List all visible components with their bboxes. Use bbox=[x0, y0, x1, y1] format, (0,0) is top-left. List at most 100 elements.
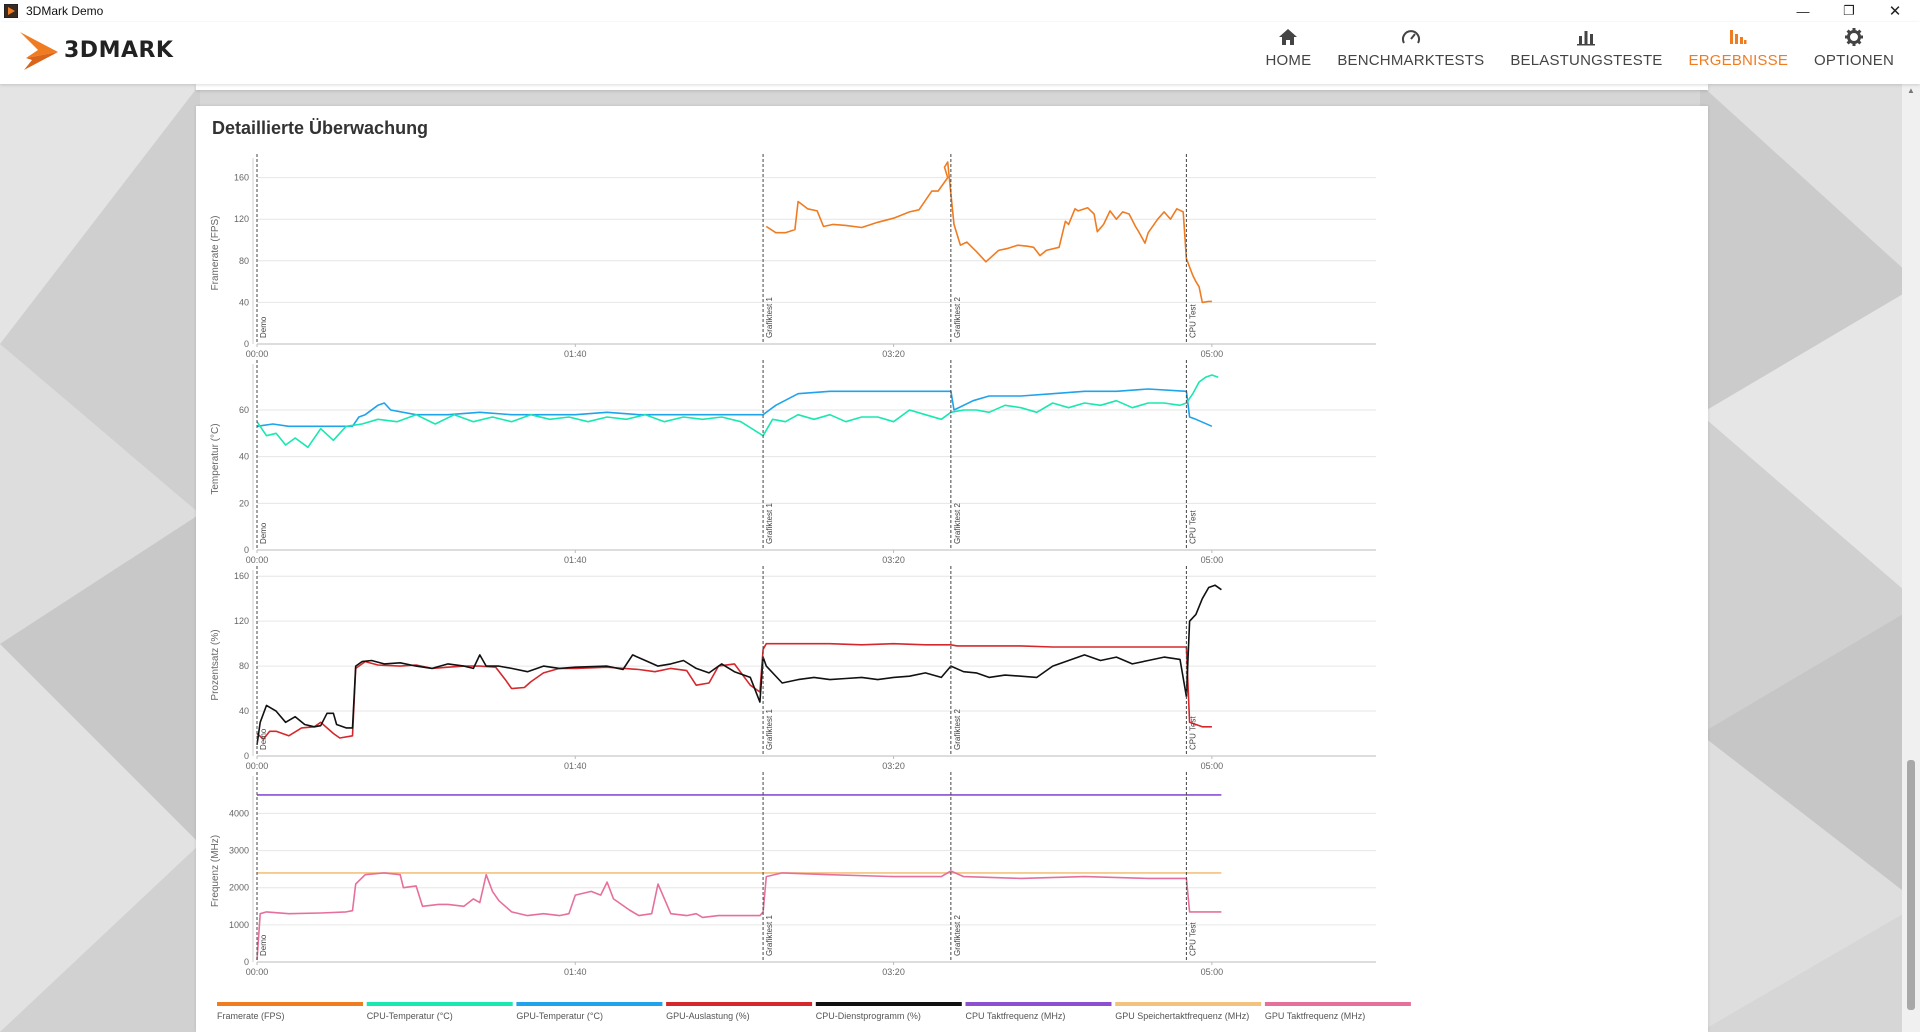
test-marker-label: Grafiktest 1 bbox=[765, 297, 774, 338]
3dmark-logo: 3DMARK bbox=[18, 28, 173, 72]
test-marker-label: Demo bbox=[259, 522, 268, 544]
section-title: Detaillierte Überwachung bbox=[212, 118, 429, 138]
y-tick-label: 3000 bbox=[229, 846, 249, 856]
x-tick-label: 03:20 bbox=[882, 555, 905, 565]
series-line-gpu_load bbox=[256, 642, 1212, 740]
y-tick-label: 160 bbox=[234, 173, 249, 183]
series-line-cpu_util bbox=[256, 584, 1222, 745]
legend-swatch-gpu_clock bbox=[1264, 1002, 1411, 1006]
logo-arrow-icon bbox=[20, 32, 58, 70]
x-tick-label: 05:00 bbox=[1201, 349, 1224, 359]
test-marker-label: Grafiktest 2 bbox=[953, 297, 962, 338]
nav-benchmarktests-label: BENCHMARKTESTS bbox=[1337, 52, 1485, 69]
y-tick-label: 0 bbox=[244, 957, 249, 967]
logo-text: 3DMARK bbox=[64, 37, 174, 63]
scroll-thumb[interactable] bbox=[1907, 760, 1915, 1010]
nav-benchmarktests[interactable]: BENCHMARKTESTS bbox=[1337, 22, 1484, 84]
y-tick-label: 0 bbox=[244, 751, 249, 761]
scroll-up-icon[interactable]: ▲ bbox=[1907, 86, 1915, 95]
legend-label-gpu_mem_clock: GPU Speichertaktfrequenz (MHz) bbox=[1115, 1011, 1249, 1021]
main-nav: HOME BENCHMARKTESTS BELASTUNGSTESTE ERGE… bbox=[1266, 22, 1920, 84]
y-tick-label: 160 bbox=[234, 571, 249, 581]
y-tick-label: 1000 bbox=[229, 920, 249, 930]
legend-swatch-framerate bbox=[217, 1002, 363, 1006]
x-tick-label: 01:40 bbox=[564, 967, 587, 977]
speedometer-icon bbox=[1401, 22, 1421, 52]
nav-optionen-label: OPTIONEN bbox=[1814, 52, 1894, 69]
x-tick-label: 01:40 bbox=[564, 349, 587, 359]
detailed-monitoring-card: Detaillierte Überwachung 0 40 80 120 160 Fram… bbox=[196, 106, 1708, 1032]
nav-ergebnisse[interactable]: ERGEBNISSE bbox=[1689, 22, 1789, 84]
legend-swatch-cpu_temp bbox=[366, 1002, 513, 1006]
legend-label-cpu_util: CPU-Dienstprogramm (%) bbox=[816, 1011, 921, 1021]
test-marker-label: Grafiktest 2 bbox=[953, 709, 962, 750]
y-tick-label: 4000 bbox=[229, 808, 249, 818]
test-marker-label: Demo bbox=[259, 934, 268, 956]
test-marker-label: Demo bbox=[259, 316, 268, 338]
y-tick-label: 40 bbox=[239, 297, 249, 307]
test-marker-label: Grafiktest 1 bbox=[765, 709, 774, 750]
y-tick-label: 20 bbox=[239, 498, 249, 508]
series-line-gpu_temp bbox=[256, 388, 1213, 428]
x-tick-label: 03:20 bbox=[882, 349, 905, 359]
x-tick-label: 03:20 bbox=[882, 761, 905, 771]
legend-swatch-gpu_temp bbox=[516, 1002, 663, 1006]
app-header: 3DMARK HOME BENCHMARKTESTS BELASTUNGSTES… bbox=[0, 22, 1920, 84]
x-tick-label: 01:40 bbox=[564, 555, 587, 565]
test-marker-label: CPU Test bbox=[1188, 510, 1197, 544]
x-tick-label: 03:20 bbox=[882, 967, 905, 977]
nav-optionen[interactable]: OPTIONEN bbox=[1814, 22, 1894, 84]
legend-label-cpu_clock: CPU Taktfrequenz (MHz) bbox=[966, 1011, 1066, 1021]
close-icon[interactable]: ✕ bbox=[1888, 3, 1902, 20]
x-tick-label: 05:00 bbox=[1201, 555, 1224, 565]
x-tick-label: 05:00 bbox=[1201, 967, 1224, 977]
x-tick-label: 00:00 bbox=[246, 761, 269, 771]
nav-belastungsteste-label: BELASTUNGSTESTE bbox=[1510, 52, 1663, 69]
test-marker-label: CPU Test bbox=[1188, 304, 1197, 338]
y-tick-label: 0 bbox=[244, 339, 249, 349]
legend-label-cpu_temp: CPU-Temperatur (°C) bbox=[367, 1011, 453, 1021]
legend-swatch-gpu_load bbox=[666, 1002, 813, 1006]
x-tick-label: 00:00 bbox=[246, 349, 269, 359]
restore-icon[interactable]: ❐ bbox=[1843, 3, 1855, 18]
nav-home-label: HOME bbox=[1265, 52, 1312, 69]
x-tick-label: 05:00 bbox=[1201, 761, 1224, 771]
nav-home[interactable]: HOME bbox=[1266, 22, 1312, 84]
y-axis-label: Prozentsatz (%) bbox=[210, 629, 221, 700]
y-tick-label: 120 bbox=[234, 214, 249, 224]
bar-chart-icon bbox=[1576, 22, 1596, 52]
y-axis-label: Frequenz (MHz) bbox=[210, 835, 221, 907]
monitoring-charts[interactable]: 0 40 80 120 160 Framerate (FPS) 00:00 01:40 03:2… bbox=[196, 106, 1708, 1032]
y-axis-label: Framerate (FPS) bbox=[210, 215, 221, 290]
nav-ergebnisse-label: ERGEBNISSE bbox=[1688, 52, 1789, 69]
test-marker-label: Grafiktest 1 bbox=[765, 915, 774, 956]
y-tick-label: 80 bbox=[239, 256, 249, 266]
test-marker-label: CPU Test bbox=[1188, 922, 1197, 956]
series-line-cpu_temp bbox=[256, 374, 1219, 449]
test-marker-label: Grafiktest 2 bbox=[953, 915, 962, 956]
legend-label-gpu_temp: GPU-Temperatur (°C) bbox=[516, 1011, 603, 1021]
series-line-framerate bbox=[765, 161, 1212, 304]
app-icon bbox=[4, 4, 18, 18]
y-tick-label: 0 bbox=[244, 545, 249, 555]
home-icon bbox=[1278, 22, 1298, 52]
gear-icon bbox=[1844, 22, 1864, 52]
y-tick-label: 60 bbox=[239, 405, 249, 415]
test-marker-label: CPU Test bbox=[1188, 716, 1197, 750]
minimize-icon[interactable]: — bbox=[1796, 3, 1810, 19]
legend-label-framerate: Framerate (FPS) bbox=[217, 1011, 285, 1021]
window-title: 3DMark Demo bbox=[26, 4, 104, 18]
test-marker-label: Demo bbox=[259, 728, 268, 750]
window-titlebar: 3DMark Demo — ❐ ✕ bbox=[0, 0, 1920, 22]
nav-belastungsteste[interactable]: BELASTUNGSTESTE bbox=[1510, 22, 1662, 84]
x-tick-label: 01:40 bbox=[564, 761, 587, 771]
legend-label-gpu_load: GPU-Auslastung (%) bbox=[666, 1011, 750, 1021]
x-tick-label: 00:00 bbox=[246, 555, 269, 565]
legend-swatch-cpu_clock bbox=[965, 1002, 1112, 1006]
y-tick-label: 2000 bbox=[229, 883, 249, 893]
series-line-gpu_clock bbox=[256, 870, 1222, 961]
previous-card-edge bbox=[196, 84, 1708, 90]
vertical-scrollbar[interactable]: ▲ bbox=[1902, 84, 1920, 1032]
y-tick-label: 40 bbox=[239, 452, 249, 462]
legend-swatch-cpu_util bbox=[815, 1002, 962, 1006]
